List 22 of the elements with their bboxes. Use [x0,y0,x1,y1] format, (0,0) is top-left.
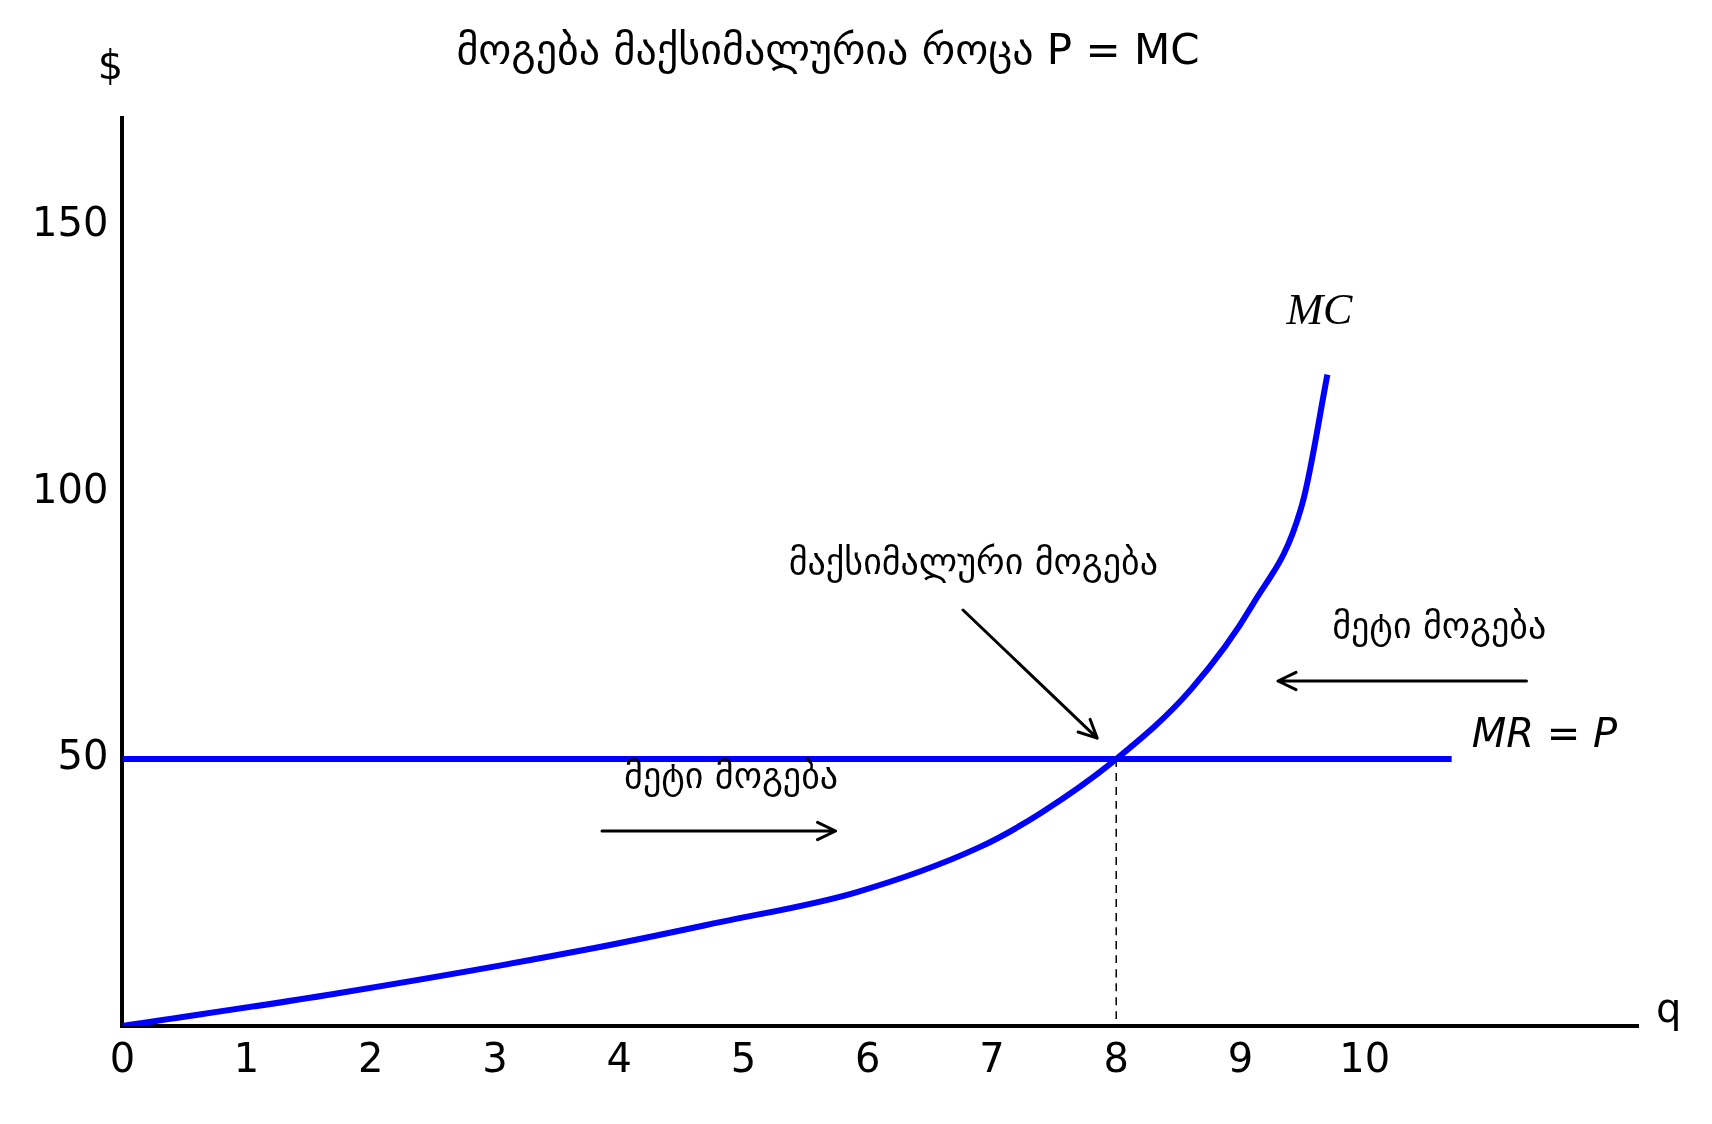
annotation: მეტი მოგება [1332,605,1547,648]
annotation: მეტი მოგება [624,754,839,797]
x-tick-label: 9 [1227,1035,1254,1082]
y-tick-label: 150 [31,198,109,245]
x-tick-label: 5 [730,1035,757,1082]
annotation: მაქსიმალური მოგება [788,541,1158,584]
x-tick-label: 4 [606,1035,633,1082]
series-label: MR = P [1471,710,1618,757]
x-tick-label: 8 [1103,1035,1129,1082]
chart-title: მოგება მაქსიმალურია როცა P = MC [456,25,1200,75]
x-tick-label: 0 [109,1035,136,1082]
y-tick-label: 100 [31,465,109,512]
y-axis-title: $ [97,41,124,88]
x-tick-label: 7 [979,1035,1005,1082]
x-tick-label: 3 [482,1035,508,1082]
series-label: MC [1285,285,1354,335]
x-tick-label: 10 [1339,1035,1391,1082]
y-tick-label: 50 [57,732,109,779]
x-tick-label: 1 [233,1035,260,1082]
x-tick-label: 2 [358,1035,384,1082]
x-axis-title: q [1656,985,1682,1032]
x-tick-label: 6 [855,1035,881,1082]
